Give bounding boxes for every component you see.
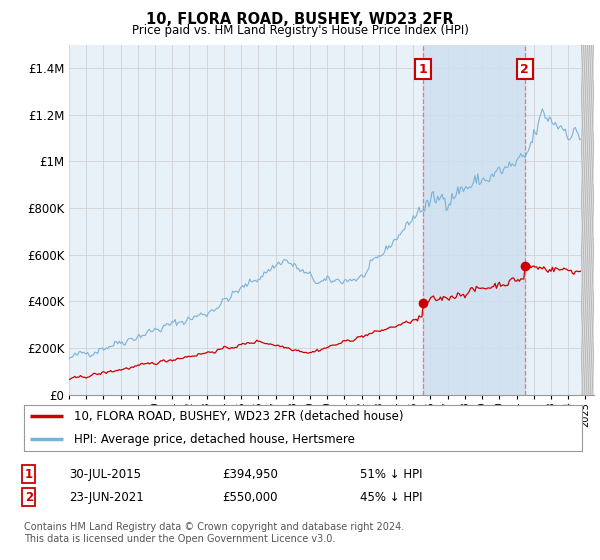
Text: 1: 1 [25,468,33,481]
Text: 30-JUL-2015: 30-JUL-2015 [69,468,141,481]
Bar [423,45,524,395]
Text: £394,950: £394,950 [222,468,278,481]
Text: 1: 1 [419,63,427,76]
Text: 10, FLORA ROAD, BUSHEY, WD23 2FR (detached house): 10, FLORA ROAD, BUSHEY, WD23 2FR (detach… [74,410,404,423]
Text: 45% ↓ HPI: 45% ↓ HPI [360,491,422,504]
Text: 51% ↓ HPI: 51% ↓ HPI [360,468,422,481]
Text: £550,000: £550,000 [222,491,277,504]
Text: 10, FLORA ROAD, BUSHEY, WD23 2FR: 10, FLORA ROAD, BUSHEY, WD23 2FR [146,12,454,27]
Text: Price paid vs. HM Land Registry's House Price Index (HPI): Price paid vs. HM Land Registry's House … [131,24,469,36]
Text: Contains HM Land Registry data © Crown copyright and database right 2024.
This d: Contains HM Land Registry data © Crown c… [24,522,404,544]
Text: 2: 2 [25,491,33,504]
Text: HPI: Average price, detached house, Hertsmere: HPI: Average price, detached house, Hert… [74,433,355,446]
Text: 23-JUN-2021: 23-JUN-2021 [69,491,144,504]
Text: 2: 2 [520,63,529,76]
